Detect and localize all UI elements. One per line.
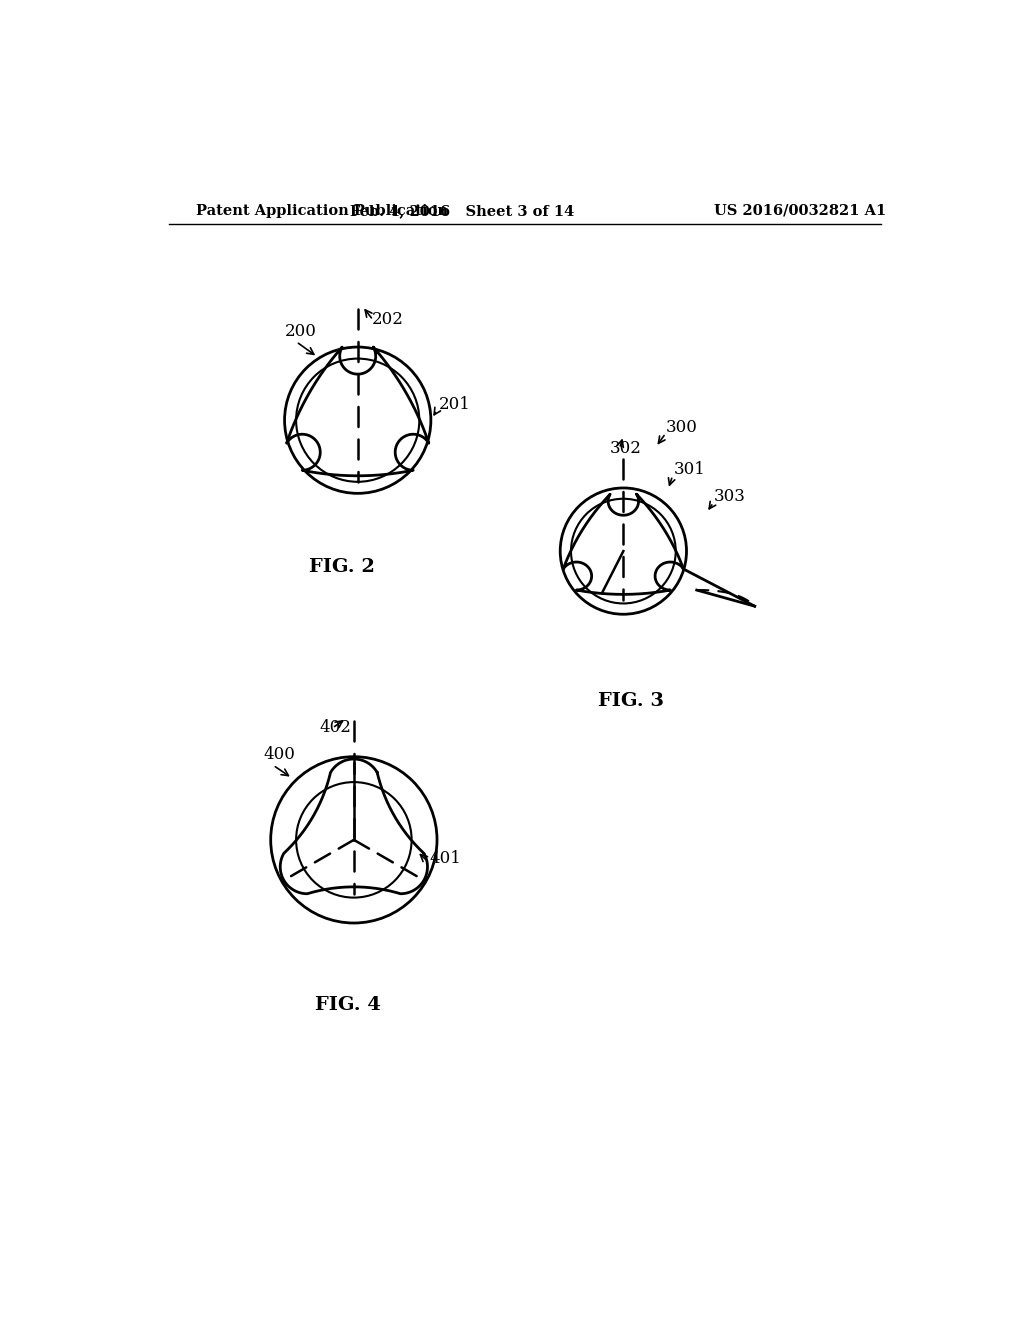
Text: US 2016/0032821 A1: US 2016/0032821 A1	[715, 203, 887, 218]
Text: 303: 303	[714, 488, 746, 506]
Text: 201: 201	[438, 396, 470, 413]
Text: 400: 400	[263, 746, 295, 763]
Text: FIG. 2: FIG. 2	[309, 557, 375, 576]
Text: 301: 301	[674, 461, 706, 478]
Text: FIG. 3: FIG. 3	[598, 692, 664, 710]
Text: Feb. 4, 2016   Sheet 3 of 14: Feb. 4, 2016 Sheet 3 of 14	[349, 203, 573, 218]
Text: 300: 300	[666, 418, 697, 436]
Text: 402: 402	[319, 719, 351, 737]
Text: FIG. 4: FIG. 4	[314, 997, 381, 1014]
Text: 200: 200	[285, 322, 316, 339]
Text: 202: 202	[372, 312, 403, 327]
Text: 401: 401	[429, 850, 461, 867]
Text: 302: 302	[609, 440, 641, 457]
Text: Patent Application Publication: Patent Application Publication	[196, 203, 449, 218]
